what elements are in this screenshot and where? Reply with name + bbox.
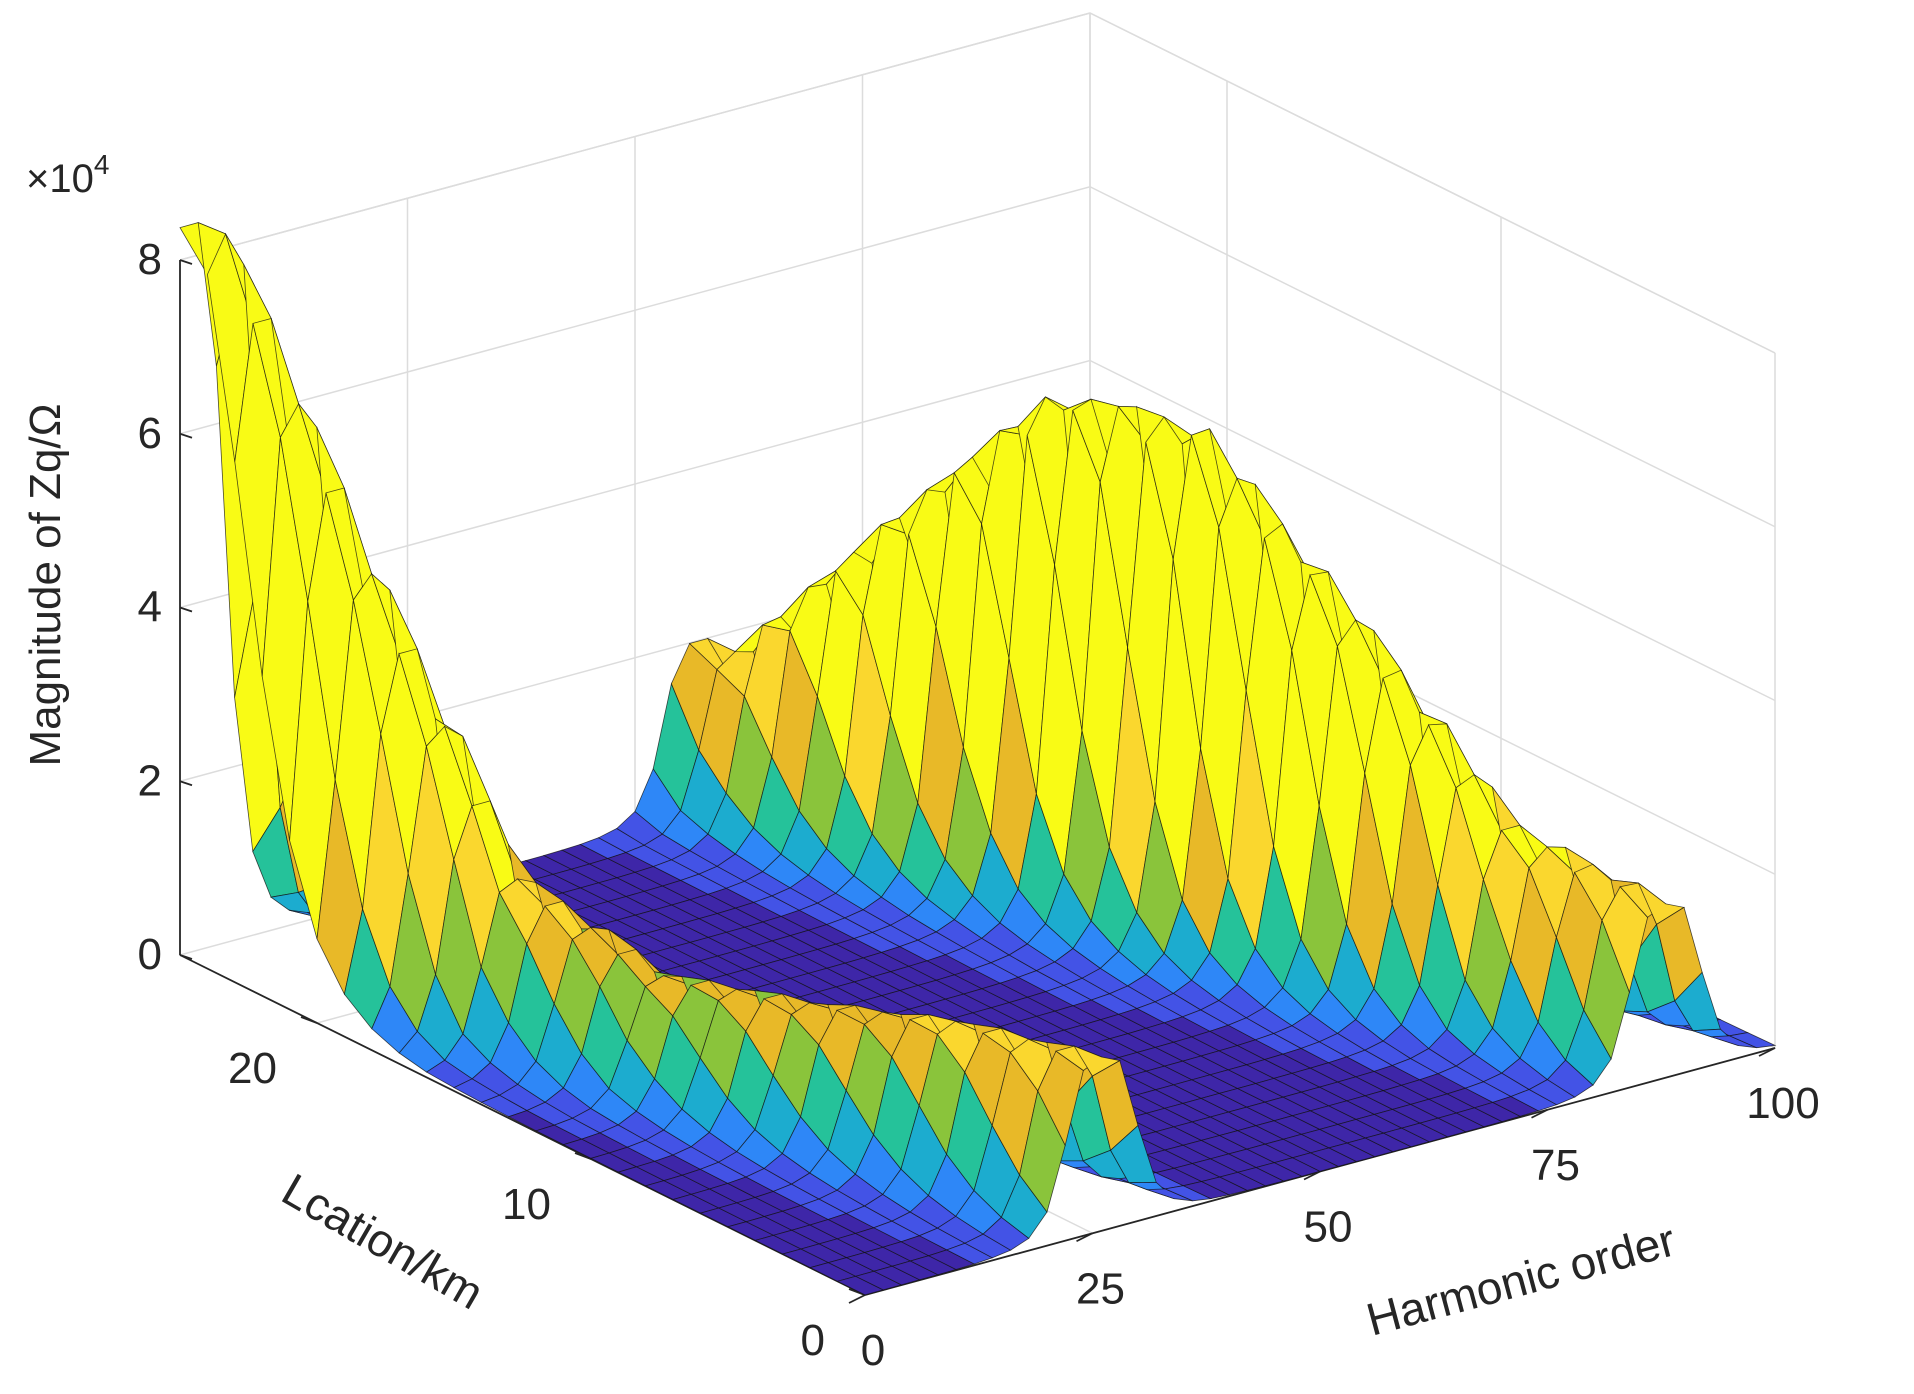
z-tick xyxy=(179,606,193,613)
z-tick xyxy=(179,432,193,439)
grid-line-z xyxy=(179,12,1776,354)
z-exponent-base: ×10 xyxy=(26,157,94,201)
z-tick xyxy=(179,954,193,960)
x-tick-label: 0 xyxy=(861,1326,885,1375)
z-tick xyxy=(179,780,193,787)
y-tick xyxy=(300,1016,318,1024)
x-tick xyxy=(1531,1108,1548,1119)
surface-mesh xyxy=(179,221,1777,1296)
z-axis-label: Magnitude of Zq/Ω xyxy=(21,403,70,766)
x-tick-label: 100 xyxy=(1746,1079,1819,1128)
z-tick-label: 8 xyxy=(138,235,162,284)
x-tick xyxy=(1758,1047,1776,1057)
y-axis-label: Lcation/km xyxy=(274,1163,493,1319)
z-tick-label: 4 xyxy=(138,583,162,632)
x-tick xyxy=(1303,1170,1321,1181)
x-tick-label: 25 xyxy=(1076,1264,1125,1313)
z-axis-exponent: ×104 xyxy=(26,149,109,201)
y-tick-label: 10 xyxy=(502,1180,551,1229)
z-exponent-power: 4 xyxy=(94,149,110,180)
y-tick xyxy=(574,1152,592,1160)
z-tick-label: 2 xyxy=(138,756,162,805)
z-tick-label: 6 xyxy=(138,409,162,458)
y-tick-label: 20 xyxy=(228,1044,277,1093)
x-tick xyxy=(848,1294,866,1304)
tick-labels: 0 2 4 6 8 0 25 50 75 100 0 10 20 xyxy=(138,235,1820,1375)
y-tick-label: 0 xyxy=(801,1316,825,1365)
x-axis-label: Harmonic order xyxy=(1361,1213,1681,1345)
x-tick-label: 75 xyxy=(1531,1141,1580,1190)
box-edge xyxy=(179,12,1091,261)
x-tick xyxy=(1076,1232,1093,1243)
surface-cell xyxy=(1728,1032,1777,1049)
x-tick-label: 50 xyxy=(1304,1203,1353,1252)
z-tick-label: 0 xyxy=(138,930,162,979)
box-edge xyxy=(1089,12,1776,354)
z-tick xyxy=(179,259,193,265)
